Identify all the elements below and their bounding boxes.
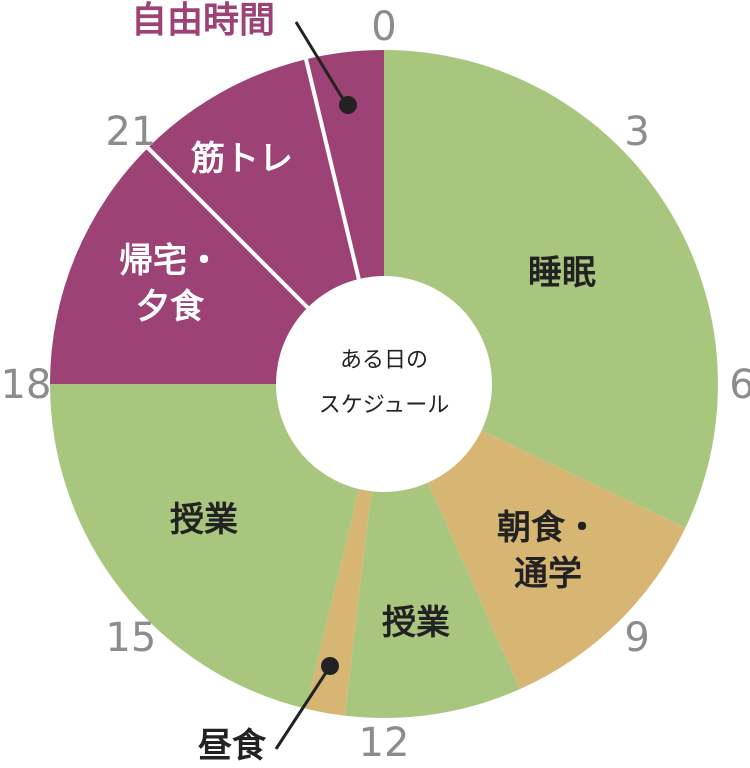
- slice-dividers: [146, 58, 361, 310]
- hour-label-21: 21: [105, 109, 156, 155]
- hour-label-3: 3: [624, 109, 649, 155]
- hour-label-18: 18: [1, 362, 52, 408]
- lunch-callout-dot: [321, 657, 339, 675]
- segment-label-4-0: 授業: [170, 500, 238, 540]
- chart-title: 自由時間: [131, 0, 275, 41]
- center-label-line1: ある日の: [340, 348, 428, 373]
- hour-label-12: 12: [359, 720, 410, 766]
- segment-label-1-1: 通学: [514, 554, 582, 594]
- lunch-callout-line: [274, 667, 331, 750]
- hour-label-9: 9: [624, 615, 649, 661]
- segment-label-5-1: 夕食: [136, 287, 205, 327]
- callouts: [274, 21, 357, 750]
- segment-label-0-0: 睡眠: [528, 253, 596, 293]
- divider-0: [146, 146, 310, 310]
- hour-label-15: 15: [105, 615, 156, 661]
- divider-1: [304, 58, 361, 280]
- segment-label-6-0: 筋トレ: [191, 139, 293, 179]
- hour-labels: 0 3 6 9 12 15 18 21: [1, 4, 750, 766]
- free-time-callout-line: [294, 21, 348, 105]
- hour-label-6: 6: [729, 362, 750, 408]
- segment-label-1-0: 朝食・: [497, 508, 599, 548]
- center-hole: [276, 276, 492, 492]
- segment-label-2-0: 授業: [382, 603, 450, 643]
- lunch-callout-label: 昼食: [198, 726, 267, 766]
- hour-label-0: 0: [371, 4, 396, 50]
- center-label-line2: スケジュール: [319, 393, 449, 418]
- slice-4: [50, 384, 384, 709]
- free-time-callout-dot: [339, 96, 357, 114]
- segment-label-5-0: 帰宅・: [119, 241, 221, 281]
